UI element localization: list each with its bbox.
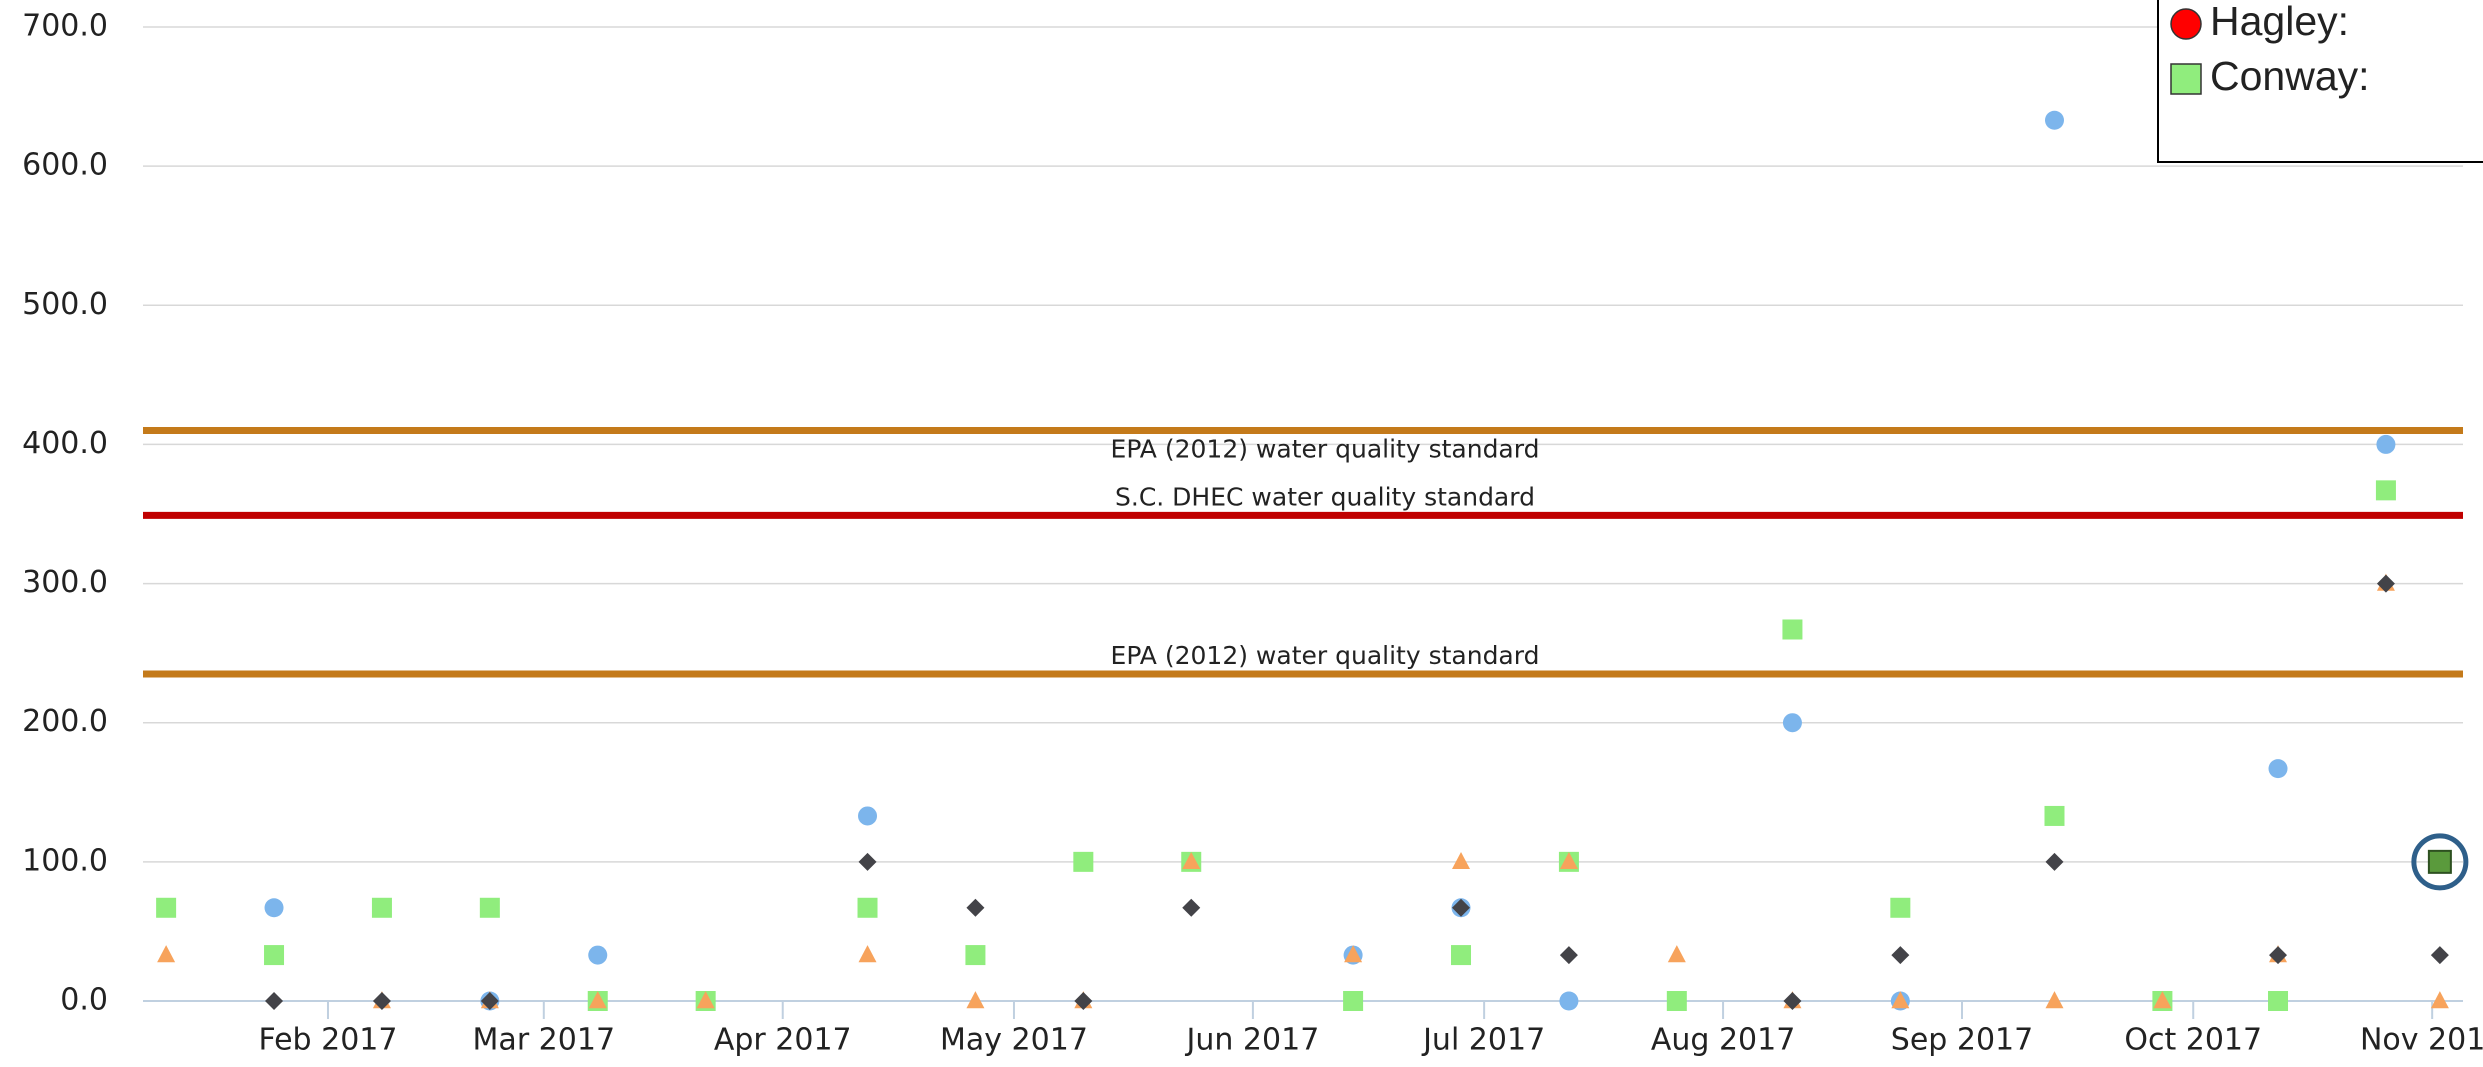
point xyxy=(1182,851,1201,870)
point xyxy=(480,992,499,1010)
point xyxy=(2045,991,2064,1009)
point xyxy=(265,992,284,1010)
point xyxy=(1343,991,1364,1011)
point xyxy=(1073,851,1094,872)
point xyxy=(157,945,176,963)
x-tick-label: Jul 2017 xyxy=(1421,1023,1545,1058)
point xyxy=(1782,713,1802,733)
x-tick-label: Nov 2017 xyxy=(2360,1023,2483,1058)
point xyxy=(965,945,986,966)
point xyxy=(858,945,877,963)
point xyxy=(372,992,391,1010)
legend-marker xyxy=(2170,63,2202,95)
x-tick-label: May 2017 xyxy=(940,1023,1088,1058)
point xyxy=(1452,898,1471,917)
legend-box xyxy=(2157,0,2483,163)
point xyxy=(1344,945,1363,963)
point xyxy=(1890,897,1911,918)
point xyxy=(1074,992,1093,1010)
point xyxy=(1891,946,1910,965)
point xyxy=(2376,434,2396,454)
legend-label: Hagley: xyxy=(2210,0,2349,44)
point xyxy=(966,898,985,917)
point xyxy=(371,897,392,918)
point xyxy=(1666,991,1687,1011)
y-tick-label: 400.0 xyxy=(22,426,108,461)
point xyxy=(2268,991,2289,1011)
y-tick-label: 300.0 xyxy=(22,565,108,600)
x-tick-label: Sep 2017 xyxy=(1891,1023,2033,1058)
y-tick-label: 700.0 xyxy=(22,9,108,44)
point xyxy=(1667,945,1686,963)
point xyxy=(1182,898,1201,917)
point xyxy=(2269,946,2288,965)
point xyxy=(1891,991,1910,1009)
reference-label: S.C. DHEC water quality standard xyxy=(1115,482,1535,511)
x-tick-label: Feb 2017 xyxy=(258,1023,397,1058)
x-tick-label: Apr 2017 xyxy=(714,1023,852,1058)
point xyxy=(1559,851,1578,870)
point xyxy=(2045,852,2064,871)
point xyxy=(588,945,608,965)
y-tick-label: 500.0 xyxy=(22,287,108,322)
point xyxy=(479,897,500,918)
point xyxy=(966,991,985,1009)
point xyxy=(1559,946,1578,965)
point xyxy=(588,991,607,1009)
point xyxy=(1451,945,1472,966)
legend-label: Conway: xyxy=(2210,53,2370,99)
legend-marker xyxy=(2170,8,2202,40)
point xyxy=(156,897,177,918)
y-tick-label: 600.0 xyxy=(22,148,108,183)
point xyxy=(1782,619,1803,640)
point xyxy=(1783,992,1802,1010)
point xyxy=(1452,851,1471,870)
point xyxy=(2376,574,2395,593)
point xyxy=(2430,946,2449,965)
highlight-square xyxy=(2427,849,2452,874)
point xyxy=(2375,480,2396,501)
x-tick-label: Aug 2017 xyxy=(1651,1023,1795,1058)
point xyxy=(1559,991,1579,1011)
reference-label: EPA (2012) water quality standard xyxy=(1111,435,1540,464)
x-tick-label: Jun 2017 xyxy=(1185,1023,1320,1058)
point xyxy=(264,945,285,966)
point xyxy=(2044,110,2064,130)
x-tick-label: Mar 2017 xyxy=(473,1023,616,1058)
point xyxy=(857,897,878,918)
point xyxy=(2153,991,2172,1009)
point xyxy=(2430,991,2449,1009)
reference-label: EPA (2012) water quality standard xyxy=(1111,641,1540,670)
highlight-ring xyxy=(2411,833,2469,891)
x-tick-label: Oct 2017 xyxy=(2124,1023,2262,1058)
point xyxy=(264,898,284,918)
point xyxy=(858,852,877,871)
point xyxy=(2268,759,2288,779)
point xyxy=(858,806,878,826)
point xyxy=(696,991,715,1009)
y-tick-label: 100.0 xyxy=(22,843,108,878)
point xyxy=(2044,805,2065,826)
y-tick-label: 0.0 xyxy=(60,983,108,1018)
y-tick-label: 200.0 xyxy=(22,704,108,739)
